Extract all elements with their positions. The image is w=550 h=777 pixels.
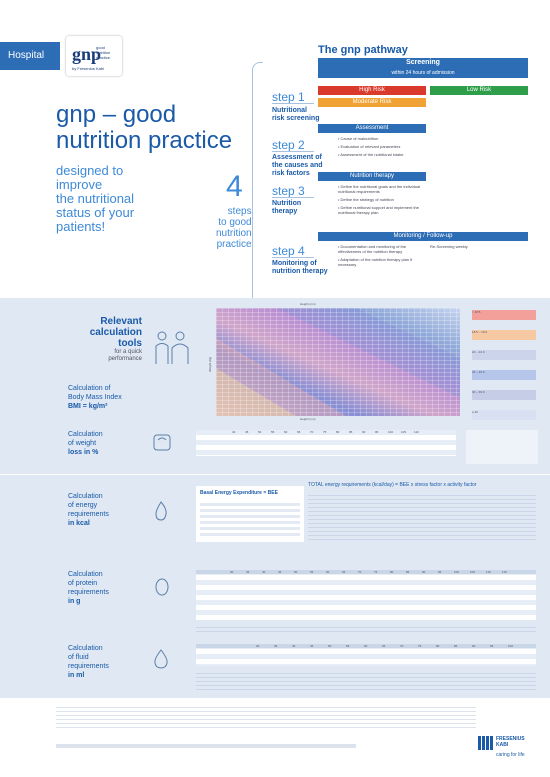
- step-4-label: step 4: [272, 244, 305, 258]
- tee-title: TOTAL energy requirements (kcal/day) = B…: [308, 482, 477, 488]
- fresenius-logo-icon: [478, 736, 494, 755]
- protein-table: 30 35 40 45 50 55 60 65 70 75 80 85 90 9…: [196, 570, 536, 620]
- step-4-desc: Monitoring of nutrition therapy: [272, 260, 328, 275]
- egg-icon: [152, 576, 172, 601]
- hospital-tab: Hospital: [0, 42, 60, 70]
- bmi-grid: [216, 308, 460, 416]
- legend-item: 18.5 – 19.9: [472, 330, 536, 340]
- assessment-bar: Assessment: [318, 124, 426, 133]
- step-3-line: [272, 197, 314, 198]
- calc-heading: Relevant calculation tools for a quick p…: [89, 316, 142, 362]
- high-risk-bar: High Risk: [318, 86, 426, 95]
- pathway-title: The gnp pathway: [318, 44, 408, 56]
- screening-bar: Screening within 24 hours of admission: [318, 58, 528, 78]
- fire-icon: [152, 500, 170, 527]
- step-4-line: [272, 257, 314, 258]
- step-3-label: step 3: [272, 184, 305, 198]
- logo-text: gnp: [72, 44, 102, 64]
- monitoring-bullets: • Documentation and monitoring of the ef…: [338, 244, 413, 267]
- weight-axis-label: Weight (kg): [208, 356, 212, 372]
- step-1-desc: Nutritional risk screening: [272, 107, 320, 122]
- bmi-legend: < 18.5 18.5 – 19.9 20 – 24.9 25 – 29.9 3…: [472, 310, 536, 420]
- four-number: 4: [226, 170, 243, 203]
- page-title: gnp – good nutrition practice: [56, 101, 233, 154]
- therapy-bullets: • Define the nutritional goals and the i…: [338, 184, 421, 215]
- legend-item: ≥ 40: [472, 410, 536, 420]
- drop-icon: [152, 648, 170, 675]
- weight-loss-table: 40 45 50 55 60 65 70 75 80 85 90 95 100 …: [196, 430, 456, 456]
- low-risk-bar: Low Risk: [430, 86, 528, 95]
- protein-notes: [196, 624, 536, 634]
- rescreening-note: Re-Screening weekly: [430, 244, 468, 249]
- step-2-line: [272, 151, 314, 152]
- divider: [0, 474, 550, 475]
- height-axis-label-bottom: Height (cm): [300, 417, 316, 421]
- step-2-label: step 2: [272, 138, 305, 152]
- legend-item: 25 – 29.9: [472, 370, 536, 380]
- monitoring-bar: Monitoring / Follow-up: [318, 232, 528, 241]
- steps-text: steps to good nutrition practice: [216, 206, 252, 250]
- gnp-logo: [66, 36, 122, 76]
- weight-loss-ref: [466, 430, 538, 464]
- tee-factor-table: [308, 492, 536, 540]
- step-3-desc: Nutrition therapy: [272, 200, 302, 215]
- hero-subtitle: designed to improve the nutritional stat…: [56, 163, 135, 234]
- footer-note: [56, 744, 356, 748]
- legend-item: < 18.5: [472, 310, 536, 320]
- moderate-risk-bar: Moderate Risk: [318, 98, 426, 107]
- fluid-label: Calculation of fluid requirements in ml: [68, 645, 109, 679]
- logo-by: by Fresenius Kabi: [72, 66, 105, 71]
- energy-label: Calculation of energy requirements in kc…: [68, 493, 109, 527]
- bmi-label: Calculation of Body Mass Index BMI = kg/…: [68, 385, 122, 410]
- fresenius-tagline: caring for life: [496, 752, 525, 758]
- people-icon: [152, 330, 192, 371]
- fluid-table: 30 35 40 45 50 55 60 65 70 75 80 85 90 9…: [196, 644, 536, 666]
- legend-item: 20 – 24.9: [472, 350, 536, 360]
- height-axis-label: Height (cm): [300, 302, 316, 306]
- fluid-notes: [196, 670, 536, 690]
- weight-loss-label: Calculation of weight loss in %: [68, 431, 103, 456]
- therapy-bar: Nutrition therapy: [318, 172, 426, 181]
- bee-formula-lines: [200, 500, 300, 536]
- step-1-line: [272, 103, 314, 104]
- fresenius-brand: FRESENIUS KABI: [496, 736, 525, 748]
- bee-box: Basal Energy Expenditure = BEE: [196, 486, 304, 542]
- references: [56, 704, 476, 730]
- step-1-label: step 1: [272, 90, 305, 104]
- scale-icon: [152, 432, 172, 457]
- legend-item: 30 – 39.9: [472, 390, 536, 400]
- logo-tagline: good nutrition practice: [96, 45, 111, 60]
- brace-divider: [252, 62, 263, 312]
- protein-label: Calculation of protein requirements in g: [68, 571, 109, 605]
- assessment-bullets: • Cause of malnutrition • Evaluation of …: [338, 136, 404, 157]
- step-2-desc: Assessment of the causes and risk factor…: [272, 154, 323, 177]
